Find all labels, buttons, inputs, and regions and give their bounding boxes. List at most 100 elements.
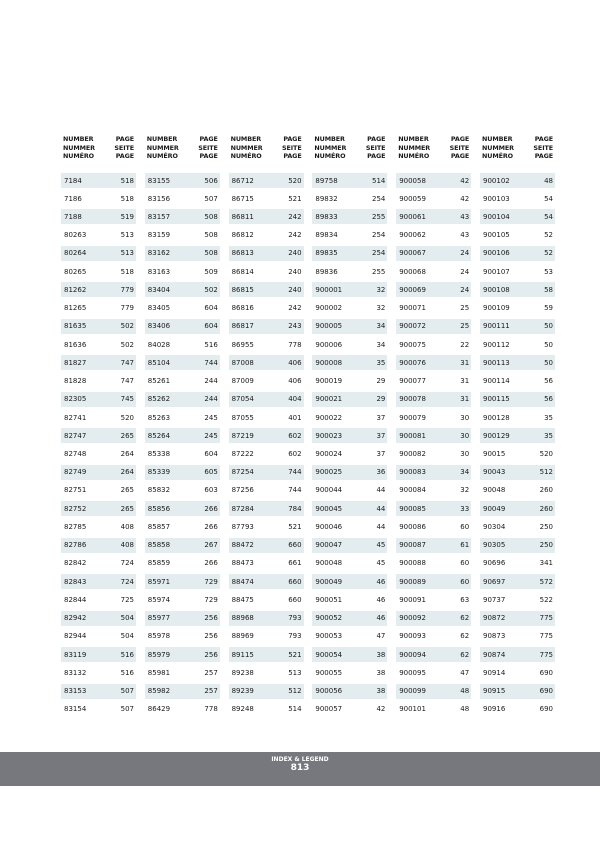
item-number: 900059 <box>399 194 426 203</box>
table-row: 900054 38 <box>312 647 388 665</box>
table-row: 90049 260 <box>480 501 555 519</box>
item-number: 82785 <box>64 522 87 531</box>
item-number: 81636 <box>64 340 87 349</box>
table-row: 85982 257 <box>144 683 220 702</box>
page-reference: 52 <box>544 231 553 240</box>
page-reference: 32 <box>376 285 386 294</box>
table-row: 82944 504 <box>61 629 136 647</box>
table-row: 90015 520 <box>480 447 555 465</box>
table-row: 900086 60 <box>396 519 471 537</box>
page-reference: 47 <box>460 668 470 677</box>
item-number: 87008 <box>231 358 254 367</box>
item-number: 900093 <box>399 632 426 641</box>
item-number: 900005 <box>315 322 343 331</box>
item-number: 86814 <box>231 267 254 276</box>
item-number: 80265 <box>64 267 87 276</box>
item-number: 900105 <box>483 231 510 240</box>
item-number: 900079 <box>399 413 426 422</box>
index-column: NUMBER NUMMER NUMÉRO PAGE SEITE PAGE 900102 48 9… <box>480 135 555 713</box>
table-row: 900092 62 <box>396 610 472 629</box>
item-number: 85261 <box>147 377 171 386</box>
item-number: 900053 <box>315 632 343 641</box>
table-row: 90915 690 <box>480 683 555 702</box>
page-reference: 244 <box>204 395 218 404</box>
table-row: 900128 35 <box>480 410 555 428</box>
page-reference: 46 <box>376 595 386 604</box>
item-number: 81262 <box>64 285 87 294</box>
item-number: 82843 <box>64 577 87 586</box>
item-number: 82749 <box>64 468 87 477</box>
item-number: 87793 <box>231 522 254 531</box>
page-reference: 31 <box>460 377 470 386</box>
page-reference: 45 <box>376 541 386 550</box>
item-number: 82747 <box>64 431 87 440</box>
header-page: PAGE SEITE PAGE <box>365 135 386 161</box>
table-row: 87219 602 <box>228 428 304 446</box>
table-row: 90874 775 <box>480 647 555 665</box>
table-row: 88474 660 <box>228 574 304 592</box>
item-number: 88968 <box>231 614 254 623</box>
page-reference: 605 <box>204 468 218 477</box>
page-reference: 507 <box>120 705 134 714</box>
table-row: 82741 520 <box>61 410 136 428</box>
page-reference: 255 <box>372 267 386 276</box>
table-row: 900083 34 <box>396 464 472 483</box>
table-row: 82748 264 <box>61 447 136 465</box>
column-header: NUMBER NUMMER NUMÉRO PAGE SEITE PAGE <box>396 135 471 161</box>
page-reference: 29 <box>376 395 386 404</box>
item-number: 84028 <box>147 340 171 349</box>
item-number: 900052 <box>315 614 343 623</box>
page-reference: 255 <box>372 212 386 221</box>
table-row: 7184 518 <box>61 173 136 191</box>
page-reference: 690 <box>539 687 553 696</box>
page-reference: 24 <box>460 285 470 294</box>
page-reference: 518 <box>120 267 134 276</box>
page-reference: 256 <box>204 632 218 641</box>
page-reference: 38 <box>376 650 386 659</box>
page-reference: 520 <box>288 176 302 185</box>
item-number: 83162 <box>147 249 171 258</box>
table-row: 87284 784 <box>228 501 304 519</box>
item-number: 90737 <box>483 595 506 604</box>
item-number: 900102 <box>483 176 510 185</box>
item-number: 90043 <box>483 468 506 477</box>
table-row: 88472 660 <box>228 537 304 556</box>
page-reference: 408 <box>120 522 134 531</box>
table-row: 900105 52 <box>480 228 555 246</box>
page-reference: 408 <box>120 541 134 550</box>
table-row: 85859 266 <box>145 556 220 574</box>
table-row: 90043 512 <box>480 464 555 483</box>
item-number: 900109 <box>483 304 510 313</box>
item-number: 86712 <box>231 176 254 185</box>
header-number: NUMBER NUMMER NUMÉRO <box>398 135 431 161</box>
item-number: 900054 <box>315 650 343 659</box>
page-reference: 48 <box>544 176 553 185</box>
table-row: 85261 244 <box>145 374 220 392</box>
item-number: 900085 <box>399 504 426 513</box>
table-row: 90873 775 <box>480 629 555 647</box>
table-row: 81265 779 <box>61 301 136 319</box>
table-row: 87256 744 <box>229 483 304 501</box>
table-row: 900008 35 <box>312 355 388 373</box>
item-number: 900088 <box>399 559 426 568</box>
table-row: 900001 32 <box>312 282 388 300</box>
table-row: 900103 54 <box>480 191 555 209</box>
table-row: 900049 46 <box>312 574 388 592</box>
page-reference: 661 <box>288 559 302 568</box>
page-reference: 60 <box>460 577 470 586</box>
page-reference: 37 <box>376 431 386 440</box>
item-number: 900076 <box>399 358 426 367</box>
item-number: 85858 <box>147 541 171 550</box>
page-reference: 516 <box>120 650 134 659</box>
page-reference: 250 <box>539 541 553 550</box>
page-reference: 32 <box>460 486 470 495</box>
page-reference: 520 <box>120 413 134 422</box>
item-number: 900108 <box>483 285 510 294</box>
page-reference: 46 <box>376 614 386 623</box>
item-number: 87219 <box>231 431 254 440</box>
page-reference: 724 <box>120 559 134 568</box>
item-number: 900048 <box>315 559 343 568</box>
page-reference: 48 <box>460 687 470 696</box>
page-reference: 38 <box>376 687 386 696</box>
page-reference: 266 <box>204 504 218 513</box>
